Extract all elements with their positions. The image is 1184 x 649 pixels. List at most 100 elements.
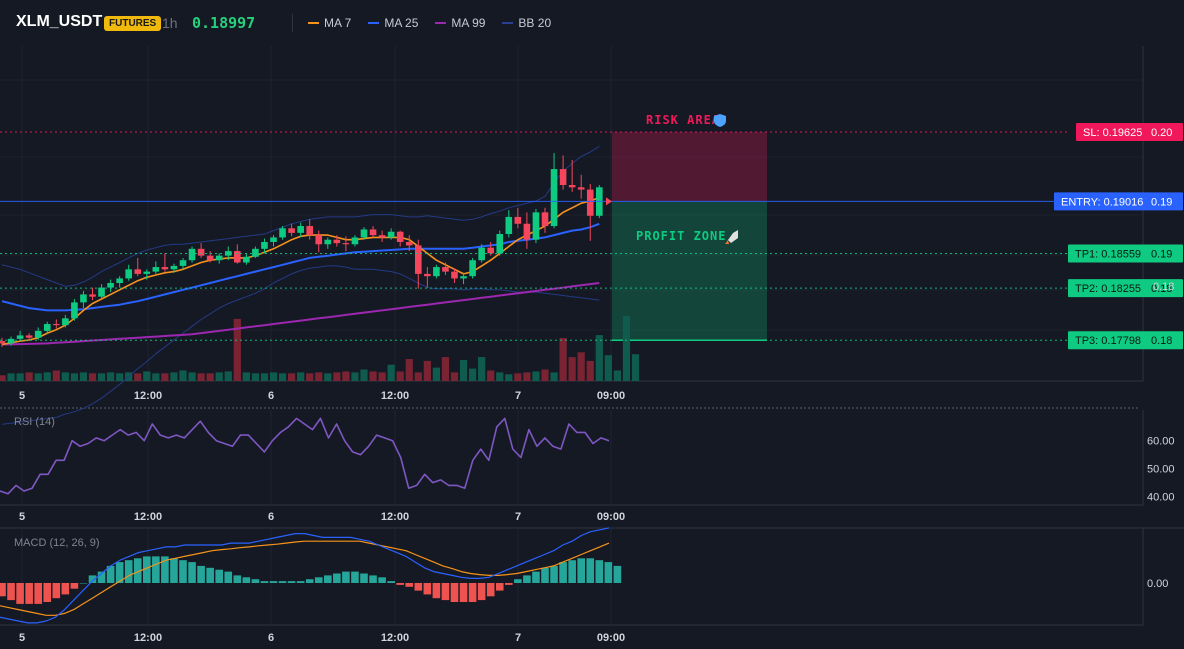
macd-histogram-bar: [459, 583, 468, 602]
macd-histogram-bar: [360, 573, 368, 583]
volume-bar: [459, 359, 468, 381]
macd-histogram-bar: [79, 583, 88, 584]
candle-body: [306, 226, 313, 236]
candle-body: [234, 251, 241, 263]
macd-histogram-bar: [441, 583, 450, 601]
candle-body: [25, 335, 33, 338]
legend-ma25[interactable]: MA 25: [368, 16, 418, 30]
macd-histogram-bar: [16, 583, 24, 604]
macd-histogram-bar: [143, 556, 151, 583]
macd-histogram-bar: [423, 583, 432, 595]
volume-bar: [70, 373, 78, 381]
interval-selector[interactable]: 1h: [162, 15, 178, 31]
macd-histogram-bar: [414, 583, 423, 591]
candle-body: [469, 260, 476, 277]
macd-histogram-bar: [314, 577, 323, 583]
volume-bar: [16, 373, 24, 381]
candle-body: [496, 234, 504, 254]
symbol-name[interactable]: XLM_USDT: [16, 13, 103, 30]
x-tick-label: 5: [19, 632, 25, 644]
macd-histogram-bar: [106, 565, 115, 583]
x-tick-label: 5: [19, 511, 25, 523]
volume-bar: [514, 373, 522, 381]
x-tick-label: 12:00: [134, 632, 162, 644]
x-tick-label: 09:00: [597, 511, 625, 523]
rocket-icon: [725, 230, 738, 244]
macd-histogram-bar: [260, 581, 269, 583]
volume-bar: [215, 372, 223, 381]
macd-histogram-bar: [514, 579, 522, 583]
tp3-axis-value: 0.18: [1151, 335, 1172, 347]
tp2-axis-value: 0.18: [1151, 283, 1172, 295]
macd-histogram-bar: [97, 571, 106, 583]
legend-ma7[interactable]: MA 7: [308, 16, 351, 30]
x-tick-label: 12:00: [381, 511, 409, 523]
macd-histogram-bar: [432, 583, 441, 599]
candle-body: [433, 267, 440, 277]
candle-body: [206, 255, 214, 261]
zone-labels: RISK AREA PROFIT ZONE: [636, 113, 738, 244]
candle-body: [152, 267, 160, 272]
volume-bar: [134, 373, 142, 381]
macd-histogram-bar: [206, 567, 214, 583]
macd-histogram-bar: [269, 581, 278, 583]
x-tick-label: 6: [268, 390, 274, 402]
candle-body: [98, 287, 105, 297]
macd-histogram-bar: [242, 577, 251, 583]
candle-body: [270, 237, 277, 242]
tp1-label-text: TP1: 0.18559: [1075, 248, 1141, 260]
macd-histogram-bar: [550, 565, 558, 583]
macd-histogram-bar: [577, 558, 585, 583]
macd-line: [0, 527, 610, 624]
legend-ma99[interactable]: MA 99: [435, 16, 485, 30]
volume-bar: [631, 354, 640, 381]
volume-bar: [613, 370, 621, 381]
candle-body: [424, 273, 431, 277]
y-tick-label: 0.18: [1153, 281, 1174, 293]
volume-bar: [505, 374, 513, 381]
macd-histogram-bar: [486, 583, 495, 597]
entry-axis-value: 0.19: [1151, 196, 1172, 208]
volume-bar: [469, 368, 477, 381]
macd-histogram-bar: [387, 581, 395, 583]
axes: 0.18 5 12:00 6 12:00 7 09:00 5 12:00 6 12:00 7 09:00…: [19, 281, 1175, 644]
macd-histogram-bar: [477, 583, 486, 601]
volume-bar: [288, 373, 296, 381]
candle-body: [568, 185, 576, 188]
macd-histogram-bar: [586, 558, 595, 583]
volume-bar: [523, 372, 531, 381]
x-tick-label: 12:00: [134, 511, 162, 523]
candle-body: [107, 283, 114, 288]
x-tick-label: 6: [268, 511, 274, 523]
x-tick-label: 7: [515, 390, 521, 402]
macd-histogram-bar: [468, 583, 477, 602]
candle-body: [134, 269, 142, 274]
candle-body: [315, 235, 323, 245]
futures-badge: FUTURES: [104, 16, 162, 31]
candle-body: [116, 278, 123, 284]
volume-bar: [351, 372, 359, 381]
legend-bb20[interactable]: BB 20: [502, 16, 551, 30]
volume-bar: [188, 372, 196, 381]
candle-body: [541, 212, 549, 227]
indicator-panels: RSI (14) MACD (12, 26, 9): [0, 416, 622, 624]
volume-bar: [405, 359, 413, 381]
rsi-tick-label: 50.00: [1147, 464, 1175, 476]
entry-label-text: ENTRY: 0.19016: [1061, 196, 1143, 208]
sl-label-box: [1076, 123, 1183, 142]
bb-upper-line: [1, 145, 600, 287]
profit-zone-label: PROFIT ZONE: [636, 229, 726, 243]
candle-body: [460, 276, 467, 279]
candle-body: [586, 189, 594, 216]
volume-bar: [324, 373, 332, 381]
macd-histogram-bar: [559, 562, 567, 583]
macd-signal-line: [0, 540, 610, 616]
volume-bar: [161, 373, 169, 381]
volume-bar: [342, 371, 350, 381]
macd-histogram-bar: [613, 565, 622, 583]
volume-bar: [450, 372, 459, 381]
macd-histogram-bar: [170, 558, 178, 583]
legend-swatch: [308, 22, 319, 24]
macd-histogram-bar: [342, 571, 350, 583]
